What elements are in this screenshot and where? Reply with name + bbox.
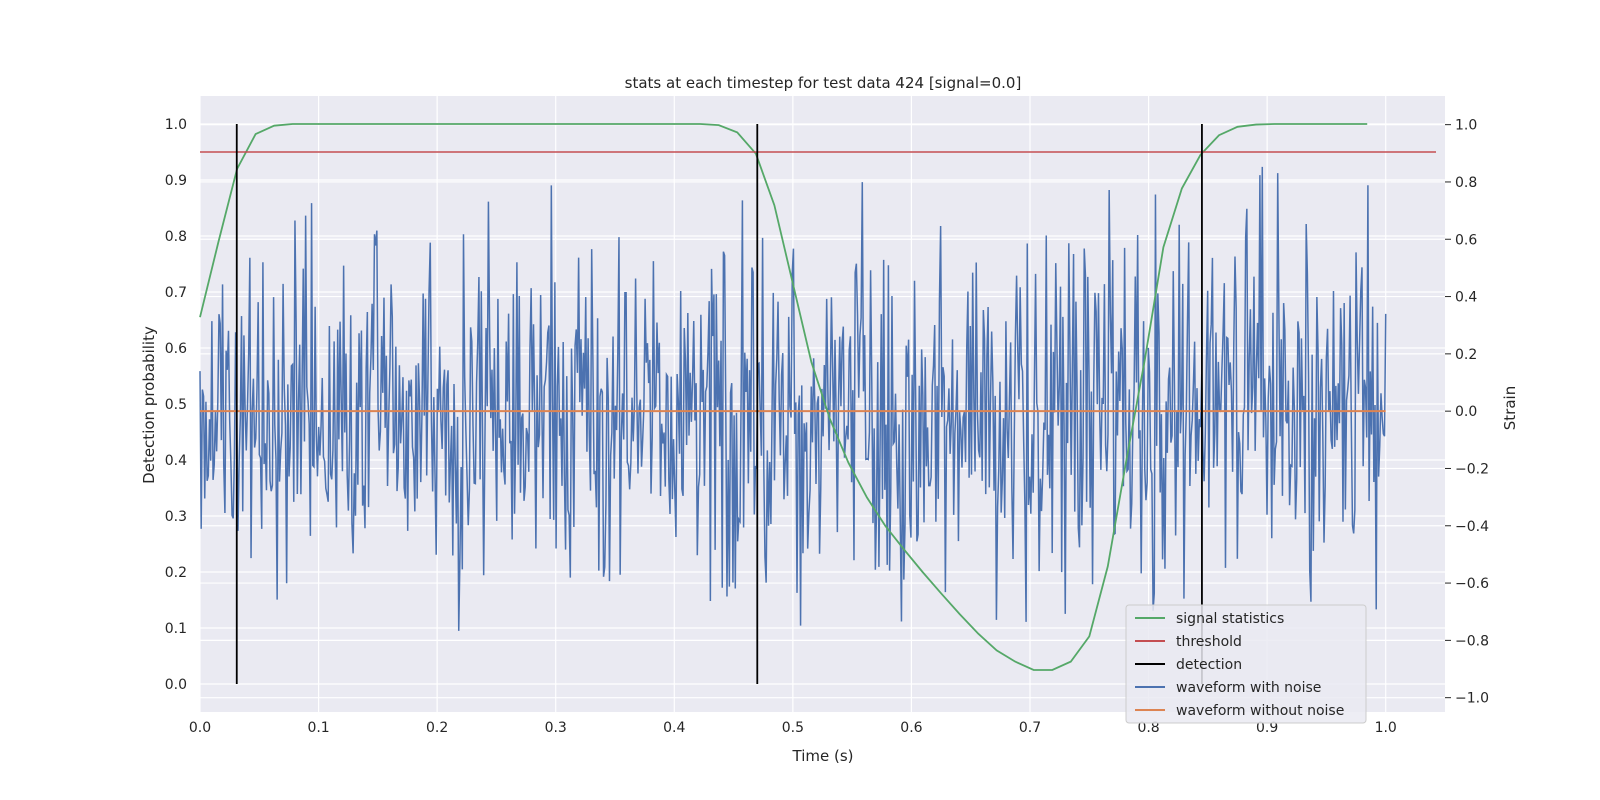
legend-label-noisy: waveform with noise bbox=[1176, 680, 1321, 696]
y2-tick-label: −0.6 bbox=[1455, 576, 1489, 592]
x-tick-label: 0.1 bbox=[307, 720, 329, 736]
y2-tick-label: −0.8 bbox=[1455, 633, 1489, 649]
legend-label-threshold: threshold bbox=[1176, 634, 1242, 650]
x-tick-label: 0.4 bbox=[663, 720, 685, 736]
x-axis-title: Time (s) bbox=[792, 747, 854, 765]
x-tick-label: 0.8 bbox=[1137, 720, 1159, 736]
signal-statistics bbox=[199, 123, 1368, 671]
y-tick-label: 0.0 bbox=[165, 677, 187, 693]
legend-label-clean: waveform without noise bbox=[1176, 703, 1344, 719]
y-tick-label: 0.6 bbox=[165, 341, 187, 357]
y2-tick-label: 0.4 bbox=[1455, 290, 1477, 306]
y-tick-label: 0.3 bbox=[165, 509, 187, 525]
x-tick-label: 0.9 bbox=[1256, 720, 1278, 736]
legend-label-detection: detection bbox=[1176, 657, 1242, 673]
y2-tick-label: 0.0 bbox=[1455, 404, 1477, 420]
y2-axis-ticks: −1.0 −0.8 −0.6 −0.4 −0.2 0.0 0.2 0.4 0.6 0.8 1.0 bbox=[1445, 118, 1489, 707]
x-tick-label: 0.6 bbox=[900, 720, 922, 736]
y-tick-label: 0.4 bbox=[165, 453, 187, 469]
y-tick-label: 0.2 bbox=[165, 565, 187, 581]
x-tick-label: 0.0 bbox=[189, 720, 211, 736]
y2-tick-label: 1.0 bbox=[1455, 118, 1477, 134]
y-axis-title: Detection probability bbox=[140, 326, 158, 484]
y-tick-label: 0.1 bbox=[165, 621, 187, 637]
x-tick-label: 0.5 bbox=[782, 720, 804, 736]
y-tick-label: 0.5 bbox=[165, 397, 187, 413]
y2-tick-label: −1.0 bbox=[1455, 691, 1489, 707]
y-axis-ticks: 0.0 0.1 0.2 0.3 0.4 0.5 0.6 0.7 0.8 0.9 1.0 bbox=[165, 117, 187, 693]
y2-tick-label: −0.4 bbox=[1455, 519, 1489, 535]
x-axis-ticks: 0.0 0.1 0.2 0.3 0.4 0.5 0.6 0.7 0.8 0.9 1.0 bbox=[189, 720, 1397, 736]
legend-label-signal: signal statistics bbox=[1176, 611, 1284, 627]
y2-tick-label: −0.2 bbox=[1455, 461, 1489, 477]
y2-tick-label: 0.8 bbox=[1455, 175, 1477, 191]
x-tick-label: 0.2 bbox=[426, 720, 448, 736]
legend: signal statistics threshold detection wa… bbox=[1125, 604, 1367, 724]
chart-title: stats at each timestep for test data 424… bbox=[625, 74, 1022, 92]
x-tick-label: 1.0 bbox=[1375, 720, 1397, 736]
y-tick-label: 0.9 bbox=[165, 173, 187, 189]
x-tick-label: 0.3 bbox=[545, 720, 567, 736]
y2-tick-label: 0.2 bbox=[1455, 347, 1477, 363]
y-tick-label: 1.0 bbox=[165, 117, 187, 133]
y-tick-label: 0.7 bbox=[165, 285, 187, 301]
y-tick-label: 0.8 bbox=[165, 229, 187, 245]
legend-box bbox=[1125, 604, 1367, 724]
detections bbox=[235, 124, 1203, 684]
x-tick-label: 0.7 bbox=[1019, 720, 1041, 736]
waveform-with-noise-line bbox=[199, 166, 1387, 631]
waveform-with-noise bbox=[199, 166, 1387, 631]
signal-statistics-line bbox=[199, 123, 1368, 671]
y2-axis-title: Strain bbox=[1501, 386, 1519, 430]
y2-tick-label: 0.6 bbox=[1455, 232, 1477, 248]
